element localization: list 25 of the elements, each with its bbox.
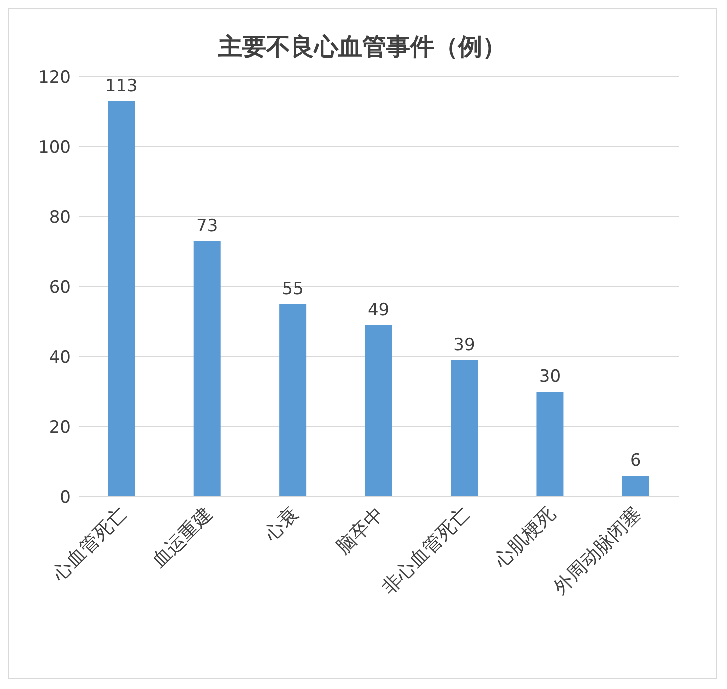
bar: [536, 392, 564, 497]
y-tick-label: 120: [38, 68, 71, 88]
data-label: 55: [282, 280, 304, 300]
data-label: 30: [539, 367, 562, 387]
x-tick-label: 心衰: [260, 502, 303, 546]
bar: [108, 102, 136, 497]
chart-title: 主要不良心血管事件（例）: [218, 32, 508, 63]
x-tick-label: 脑卒中: [332, 502, 389, 559]
bar: [280, 304, 307, 497]
bar: [194, 242, 221, 497]
x-tick-label: 心肌梗死: [490, 502, 560, 573]
y-tick-label: 40: [49, 348, 71, 368]
data-label: 113: [105, 76, 138, 96]
x-tick-label: 血运重建: [148, 502, 218, 572]
y-tick-label: 100: [38, 138, 71, 158]
data-label: 73: [196, 216, 218, 236]
bar: [622, 476, 650, 497]
data-label: 6: [630, 451, 642, 471]
y-tick-label: 20: [49, 418, 71, 438]
data-label: 49: [368, 300, 390, 320]
data-label: 39: [454, 336, 476, 356]
y-tick-label: 80: [49, 208, 71, 228]
bar: [365, 326, 392, 497]
bar: [451, 360, 478, 497]
y-tick-label: 60: [49, 278, 71, 298]
